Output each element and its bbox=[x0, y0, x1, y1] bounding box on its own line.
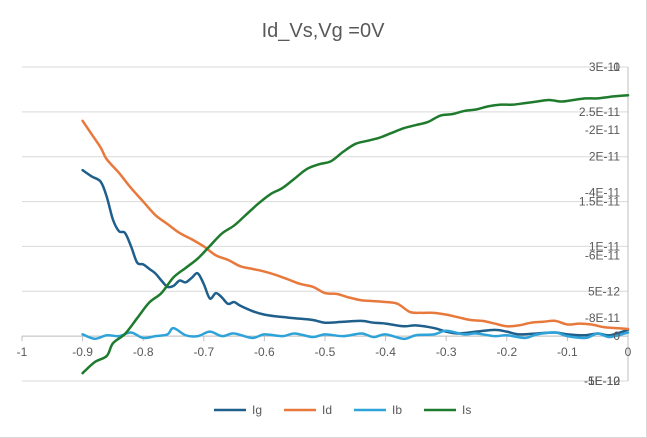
x-tick-label: -0.4 bbox=[375, 345, 396, 359]
legend-label-ig: Ig bbox=[252, 403, 262, 417]
series-lines bbox=[81, 94, 630, 375]
y-tick-label-secondary: -8E-11 bbox=[585, 311, 620, 325]
legend-label-ib: Ib bbox=[392, 403, 402, 417]
y-tick-label-primary: 1E-11 bbox=[589, 239, 620, 253]
x-tick-label: -0.7 bbox=[193, 345, 214, 359]
y-tick-label-primary: 0 bbox=[613, 329, 620, 343]
y-tick-label-primary: 1.5E-11 bbox=[579, 195, 620, 209]
x-tick-label: -0.3 bbox=[436, 345, 457, 359]
series-line-ib bbox=[81, 326, 630, 341]
series-line-id bbox=[81, 119, 630, 331]
x-tick-label: -0.1 bbox=[557, 345, 578, 359]
x-tick-label: -0.5 bbox=[315, 345, 336, 359]
y-tick-label-primary: 2.5E-11 bbox=[579, 105, 620, 119]
y-tick-label-secondary: -4E-11 bbox=[585, 186, 620, 200]
chart-title: Id_Vs,Vg =0V bbox=[262, 20, 386, 42]
y-tick-label-secondary: 0 bbox=[613, 60, 620, 74]
legend: Ig Id Ib Is bbox=[214, 403, 471, 417]
y-tick-label-secondary: -6E-11 bbox=[585, 248, 620, 262]
x-tick-label: -1 bbox=[17, 345, 28, 359]
x-tick-label: -0.9 bbox=[72, 345, 93, 359]
legend-label-id: Id bbox=[322, 403, 332, 417]
y-tick-label-secondary: -2E-11 bbox=[585, 123, 620, 137]
y-tick-label-secondary: -1E-10 bbox=[584, 374, 620, 388]
secondary-y-tick-labels: -1E-10 -8E-11 -6E-11 -4E-11 -2E-11 0 bbox=[584, 60, 620, 388]
y-tick-label-primary: -5E-12 bbox=[584, 374, 620, 388]
x-tick-label: -0.2 bbox=[496, 345, 517, 359]
series-line-is bbox=[81, 94, 630, 375]
legend-label-is: Is bbox=[462, 403, 471, 417]
series-line-ig bbox=[81, 168, 630, 337]
primary-y-tick-labels: -5E-12 0 5E-12 1E-11 1.5E-11 2E-11 2.5E-11 3E-1… bbox=[579, 60, 620, 388]
y-tick-label-primary: 3E-11 bbox=[589, 60, 620, 74]
x-tick-label: -0.6 bbox=[254, 345, 275, 359]
x-tick-label: 0 bbox=[625, 345, 632, 359]
x-tick-label: -0.8 bbox=[133, 345, 154, 359]
y-tick-label-primary: 5E-12 bbox=[588, 284, 620, 298]
y-tick-label-primary: 2E-11 bbox=[589, 150, 620, 164]
x-tick-labels: -1 -0.9 -0.8 -0.7 -0.6 -0.5 -0.4 -0.3 -0.2 -0.1 0 bbox=[17, 345, 632, 359]
